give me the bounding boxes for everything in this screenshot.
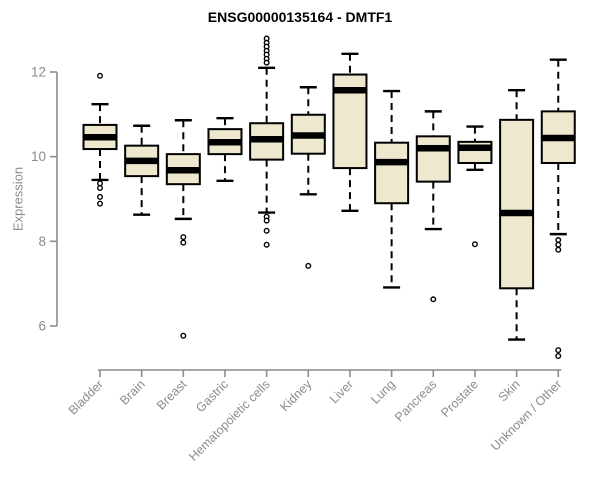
outlier-point <box>555 246 562 253</box>
x-category-label: Lung <box>368 377 398 407</box>
outlier-point <box>555 353 562 360</box>
box-group-gastric <box>207 116 243 182</box>
y-tick-label: 12 <box>31 65 46 80</box>
outlier-point <box>96 184 103 191</box>
outlier-point <box>263 217 270 224</box>
box-group-hematopoietic-cells <box>249 35 285 248</box>
box-group-pancreas <box>415 110 451 303</box>
outlier-point <box>180 234 187 241</box>
x-category-label: Skin <box>496 377 523 404</box>
outlier-point <box>96 180 103 187</box>
box-group-skin <box>499 89 535 341</box>
box-group-unknown-other <box>540 58 576 360</box>
box-group-prostate <box>457 125 493 248</box>
y-tick-label: 8 <box>38 234 46 249</box>
outlier-point <box>555 241 562 248</box>
x-category-label: Brain <box>117 377 148 408</box>
x-category-label: Hematopoietic cells <box>186 377 273 464</box>
box-group-liver <box>332 52 368 213</box>
box-group-kidney <box>290 86 326 269</box>
outlier-point <box>96 72 103 79</box>
iqr-box <box>374 141 410 205</box>
outlier-point <box>180 239 187 246</box>
x-category-label: Unknown / Other <box>488 377 564 453</box>
x-category-label: Pancreas <box>392 377 439 424</box>
x-category-label: Liver <box>327 377 356 406</box>
y-tick-label: 6 <box>38 318 46 333</box>
box-group-breast <box>165 119 201 339</box>
x-category-label: Gastric <box>193 377 231 415</box>
outlier-point <box>555 347 562 354</box>
x-category-label: Bladder <box>66 377 106 417</box>
outlier-point <box>263 59 270 66</box>
chart-title: ENSG00000135164 - DMTF1 <box>207 9 393 25</box>
iqr-box <box>415 135 451 183</box>
outlier-point <box>96 200 103 207</box>
outlier-point <box>471 241 478 248</box>
outlier-point <box>263 227 270 234</box>
outlier-point <box>263 241 270 248</box>
box-group-bladder <box>82 72 118 207</box>
outlier-point <box>305 262 312 269</box>
x-category-label: Breast <box>154 377 190 413</box>
y-tick-label: 10 <box>31 149 46 164</box>
outlier-point <box>96 193 103 200</box>
outlier-point <box>180 332 187 339</box>
x-category-label: Prostate <box>438 377 481 420</box>
x-category-label: Kidney <box>277 377 314 414</box>
box-group-lung <box>374 89 410 289</box>
outlier-point <box>430 296 437 303</box>
iqr-box <box>499 118 535 290</box>
box-group-brain <box>124 124 160 216</box>
outlier-point <box>555 237 562 244</box>
